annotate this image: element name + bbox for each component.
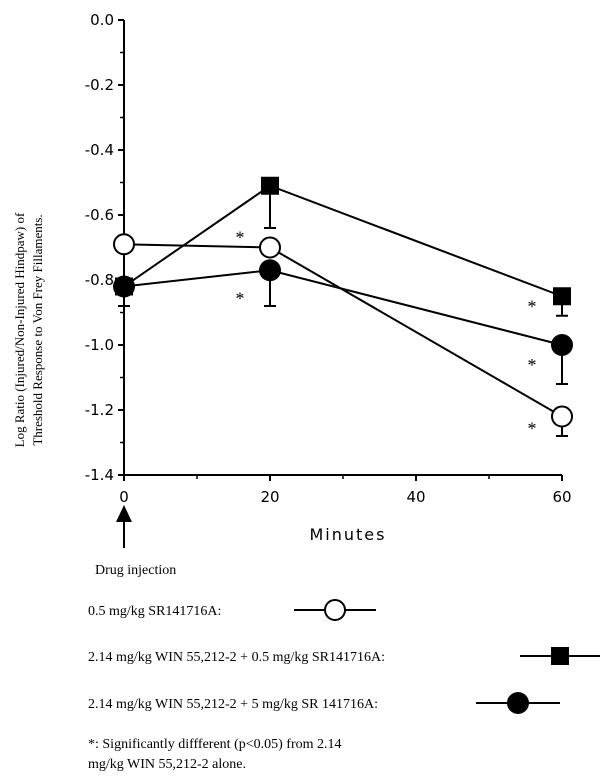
x-tick-label: 0 xyxy=(119,488,129,506)
y-axis-title: Log Ratio (Injured/Non-Injured Hindpaw) … xyxy=(12,212,45,447)
data-point xyxy=(551,334,573,356)
data-point xyxy=(113,233,135,256)
x-tick-label: 60 xyxy=(552,488,571,506)
series-line-1 xyxy=(123,243,563,418)
y-tick-label: 0.0 xyxy=(90,11,114,29)
legend-label: 0.5 mg/kg SR141716A: xyxy=(88,604,221,619)
series-line-3 xyxy=(123,269,563,346)
y-tick-label: -1.4 xyxy=(85,466,114,484)
data-point xyxy=(551,405,573,428)
data-point xyxy=(261,176,279,195)
significance-note-line-2: mg/kg WIN 55,212-2 alone. xyxy=(88,757,246,772)
y-tick-label: -0.2 xyxy=(85,76,114,94)
chart-marks: * * * * * xyxy=(113,176,573,439)
x-tick-label: 40 xyxy=(406,488,425,506)
significance-star: * xyxy=(528,296,537,316)
significance-note-line-1: *: Significantly diffferent (p<0.05) fro… xyxy=(88,737,342,752)
legend-label: 2.14 mg/kg WIN 55,212-2 + 5 mg/kg SR 141… xyxy=(88,697,378,712)
y-tick-label: -0.8 xyxy=(85,271,114,289)
y-tick-label: -0.6 xyxy=(85,206,114,224)
data-point xyxy=(259,236,281,259)
data-point xyxy=(259,259,281,282)
x-axis-title: Minutes xyxy=(310,525,387,544)
legend-marker xyxy=(324,599,346,621)
data-point xyxy=(553,287,571,306)
injection-arrow-head xyxy=(116,505,132,522)
data-point xyxy=(113,275,135,298)
legend-label: 2.14 mg/kg WIN 55,212-2 + 0.5 mg/kg SR14… xyxy=(88,650,385,665)
y-axis-title-line-1: Log Ratio (Injured/Non-Injured Hindpaw) … xyxy=(12,212,27,447)
y-tick-label: -0.4 xyxy=(85,141,114,159)
significance-star: * xyxy=(236,228,245,248)
y-tick-label: -1.2 xyxy=(85,401,114,419)
injection-label: Drug injection xyxy=(95,563,176,578)
y-tick-label: -1.0 xyxy=(85,336,114,354)
legend-entry: 2.14 mg/kg WIN 55,212-2 + 0.5 mg/kg SR14… xyxy=(88,647,600,665)
y-axis-title-line-2: Threshold Response to Von Frey Fillament… xyxy=(30,214,45,445)
significance-star: * xyxy=(236,288,245,308)
legend-entry: 2.14 mg/kg WIN 55,212-2 + 5 mg/kg SR 141… xyxy=(88,692,560,714)
significance-star: * xyxy=(528,419,537,439)
x-tick-label: 20 xyxy=(260,488,279,506)
legend: 0.5 mg/kg SR141716A: 2.14 mg/kg WIN 55,21… xyxy=(88,599,600,714)
axes: 0.0 -0.2 -0.4 -0.6 -0.8 -1.0 -1.2 -1.4 0 20 40 60 Mi… xyxy=(12,11,572,544)
legend-marker xyxy=(507,692,529,714)
legend-marker xyxy=(551,647,569,665)
significance-star: * xyxy=(528,355,537,375)
legend-entry: 0.5 mg/kg SR141716A: xyxy=(88,599,376,621)
annotations: Drug injection *: Significantly diffferen… xyxy=(88,505,342,772)
